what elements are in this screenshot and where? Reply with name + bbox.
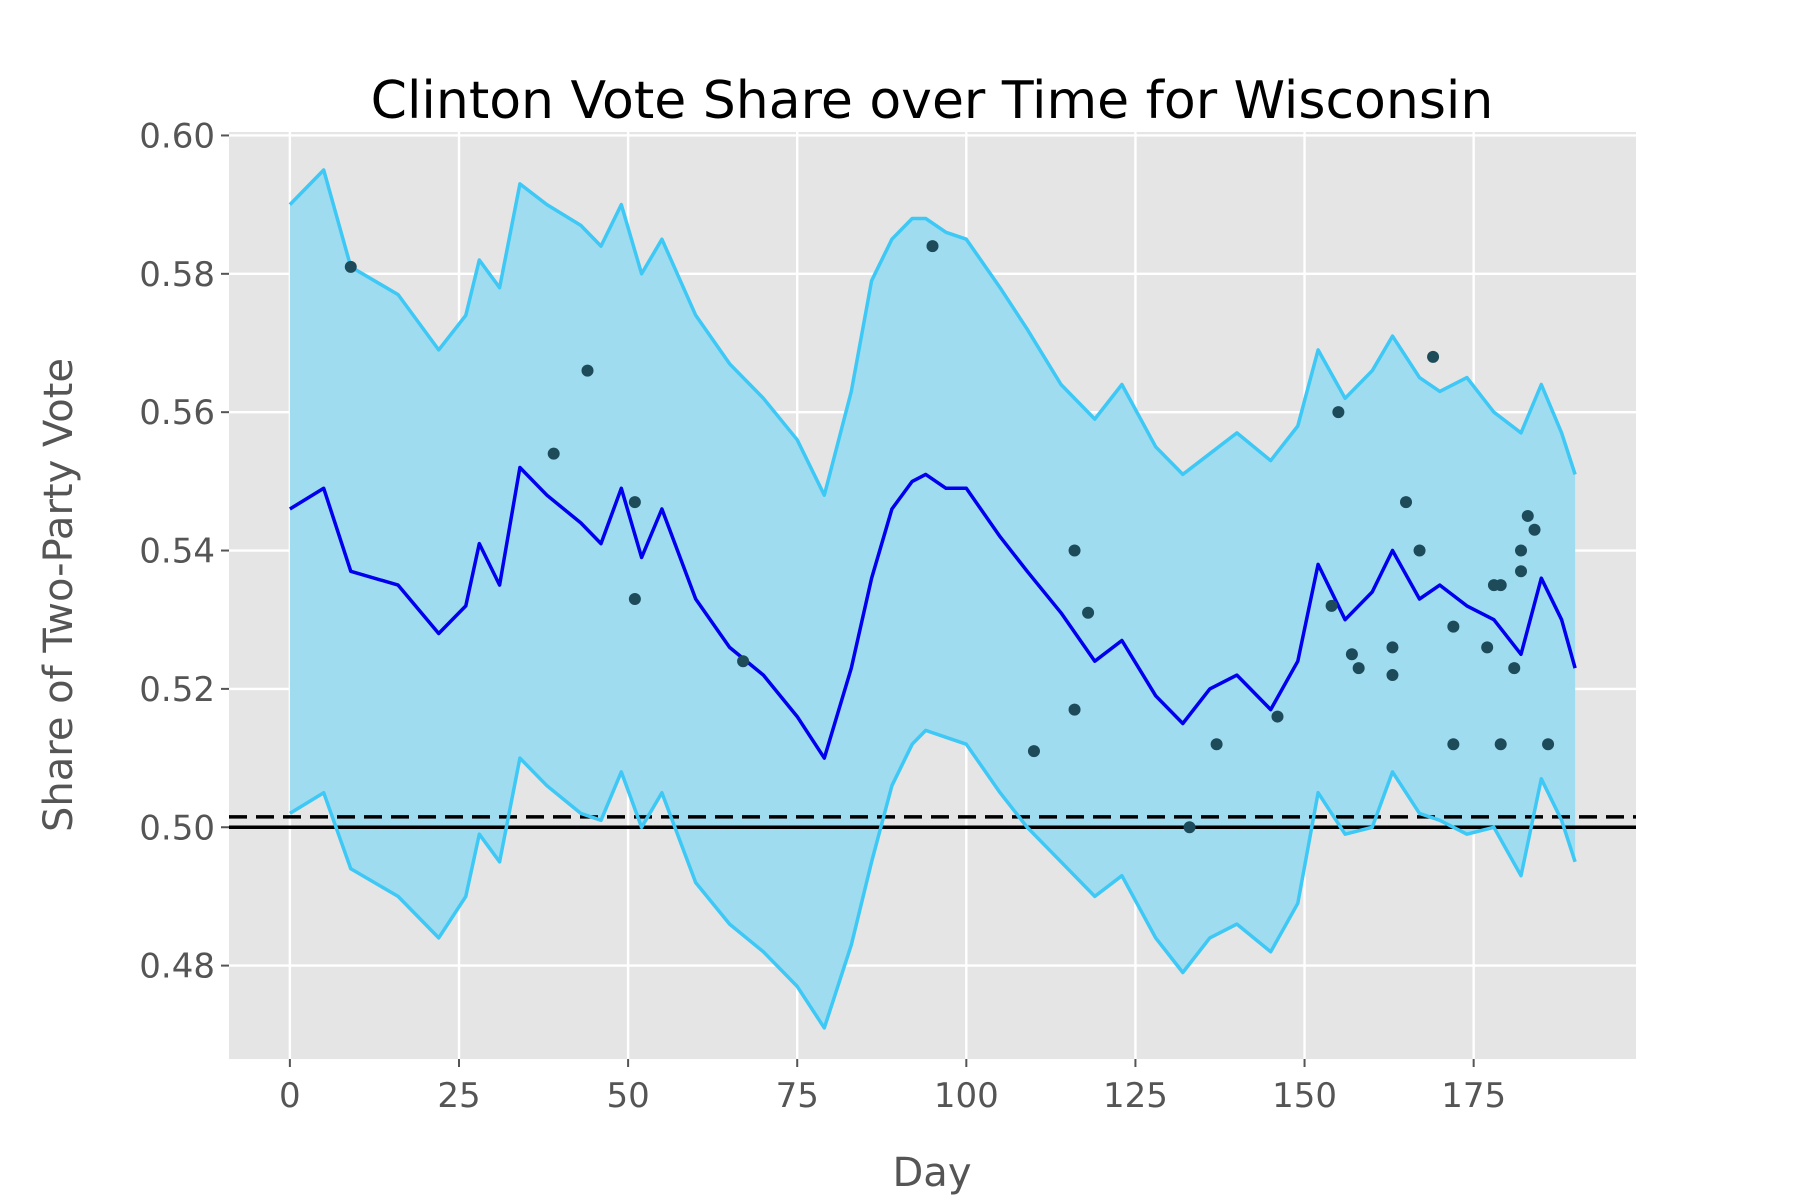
poll-point [1528, 523, 1541, 536]
poll-point [1068, 703, 1081, 716]
lower-bound-line [288, 728, 1577, 1030]
series-lines [288, 168, 1577, 1030]
credible-band-fill [289, 170, 1576, 1028]
y-tick-label: 0.54 [139, 532, 215, 572]
x-tick-label: 125 [1103, 1076, 1168, 1116]
y-tick-label: 0.52 [139, 670, 215, 710]
upper-bound-line [288, 168, 1577, 497]
poll-point [1413, 544, 1426, 557]
axes: 0 25 50 75 100 125 150 175 0.48 0.50 0.52 0.54 0.56 0… [139, 116, 1506, 1116]
credible-band [289, 170, 1576, 1028]
poll-point [628, 592, 641, 605]
poll-point [1210, 738, 1223, 751]
x-tick-label: 0 [279, 1076, 301, 1116]
poll-point [1271, 710, 1284, 723]
poll-point [1345, 648, 1358, 661]
y-tick-label: 0.50 [139, 808, 215, 848]
poll-point [1481, 641, 1494, 654]
poll-point [1068, 544, 1081, 557]
reference-lines [229, 815, 1636, 829]
poll-point [1183, 821, 1196, 834]
poll-point [1447, 738, 1460, 751]
y-axis-label: Share of Two-Party Vote [36, 358, 82, 832]
poll-point [926, 240, 939, 253]
poll-point [1082, 606, 1095, 619]
poll-point [1325, 599, 1338, 612]
x-tick-label: 150 [1272, 1076, 1337, 1116]
poll-point [1508, 662, 1521, 675]
y-tick-label: 0.48 [139, 947, 215, 987]
x-tick-label: 100 [934, 1076, 999, 1116]
poll-point [1352, 662, 1365, 675]
poll-point [1400, 496, 1413, 509]
mean-line [288, 465, 1577, 760]
poll-point [1521, 509, 1534, 522]
y-tick-label: 0.58 [139, 255, 215, 295]
poll-point [1332, 406, 1345, 419]
poll-point [1542, 738, 1555, 751]
poll-point [1515, 544, 1528, 557]
poll-point [1027, 745, 1040, 758]
poll-point [344, 260, 357, 273]
poll-point [1386, 669, 1399, 682]
poll-point [1494, 579, 1507, 592]
poll-point [1494, 738, 1507, 751]
y-tick-label: 0.60 [139, 116, 215, 156]
x-tick-label: 25 [437, 1076, 480, 1116]
y-tick-label: 0.56 [139, 393, 215, 433]
poll-points [344, 240, 1555, 834]
poll-point [737, 655, 750, 668]
poll-point [628, 496, 641, 509]
x-tick-label: 75 [776, 1076, 819, 1116]
x-axis-label: Day [893, 1150, 972, 1196]
poll-point [1427, 350, 1440, 363]
chart-title: Clinton Vote Share over Time for Wiscons… [371, 71, 1494, 131]
poll-point [1386, 641, 1399, 654]
x-tick-label: 50 [606, 1076, 649, 1116]
poll-point [1515, 565, 1528, 578]
x-tick-label: 175 [1441, 1076, 1506, 1116]
poll-point [1447, 620, 1460, 633]
poll-point [581, 364, 594, 377]
poll-point [547, 447, 560, 460]
